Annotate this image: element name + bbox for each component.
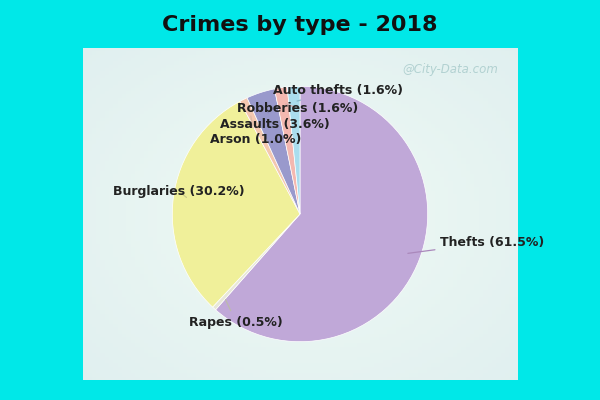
Wedge shape <box>240 98 300 214</box>
Text: Burglaries (30.2%): Burglaries (30.2%) <box>113 184 245 198</box>
Wedge shape <box>212 214 300 310</box>
Wedge shape <box>274 87 300 214</box>
Text: Rapes (0.5%): Rapes (0.5%) <box>189 300 283 329</box>
Text: @City-Data.com: @City-Data.com <box>402 63 498 76</box>
Text: Assaults (3.6%): Assaults (3.6%) <box>220 110 329 131</box>
Wedge shape <box>215 86 428 342</box>
Text: Arson (1.0%): Arson (1.0%) <box>209 116 301 146</box>
Text: Auto thefts (1.6%): Auto thefts (1.6%) <box>274 84 403 101</box>
Wedge shape <box>172 101 300 307</box>
Wedge shape <box>247 89 300 214</box>
Wedge shape <box>287 86 300 214</box>
Text: Thefts (61.5%): Thefts (61.5%) <box>408 236 545 253</box>
Title: Crimes by type - 2018: Crimes by type - 2018 <box>162 15 438 35</box>
Text: Robberies (1.6%): Robberies (1.6%) <box>237 102 358 114</box>
